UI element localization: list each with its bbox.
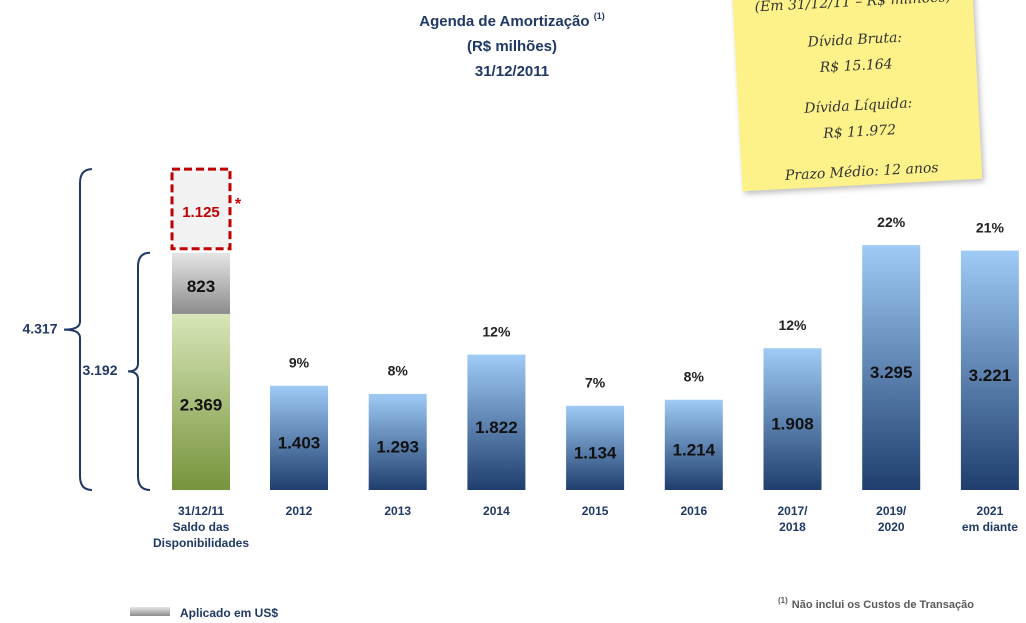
value-label: 1.214	[673, 440, 716, 459]
pct-label: 9%	[289, 354, 310, 370]
pct-label: 8%	[388, 363, 409, 379]
value-label: 2.369	[180, 395, 223, 414]
value-label: 823	[187, 277, 215, 296]
legend-swatch	[130, 607, 170, 616]
footnote: (1) Não inclui os Custos de Transação	[778, 596, 974, 611]
sticky-note: (Em 31/12/11 – R$ milhões)Dívida Bruta:R…	[732, 0, 982, 191]
footnote-marker: (1)	[778, 596, 788, 605]
chart-subtitle: (R$ milhões)	[467, 38, 557, 55]
bracket-label: 3.192	[82, 362, 117, 378]
value-label: 3.221	[969, 366, 1012, 385]
note-paper	[732, 0, 982, 191]
chart-title: Agenda de Amortização (1)	[419, 11, 604, 30]
x-tick-label: 2019/2020	[876, 504, 907, 534]
pct-label: 12%	[778, 317, 807, 333]
chart-date: 31/12/2011	[475, 63, 549, 80]
value-label: 3.295	[870, 363, 913, 382]
x-tick-label: 2016	[680, 504, 707, 518]
x-tick-label: 2015	[582, 504, 609, 518]
pct-label: 21%	[976, 219, 1005, 235]
footnote-text: Não inclui os Custos de Transação	[792, 599, 974, 611]
title-text: Agenda de Amortização	[419, 13, 589, 30]
legend-label: Aplicado em US$	[180, 606, 278, 620]
x-tick-label: 2012	[286, 504, 313, 518]
pct-label: 12%	[482, 323, 511, 339]
value-label: 1.134	[574, 443, 617, 462]
value-label: 1.908	[771, 415, 814, 434]
x-tick-label: 2013	[384, 504, 411, 518]
value-label: 1.403	[278, 433, 321, 452]
standby-label: 1.125	[182, 204, 220, 221]
standby-marker: *	[235, 196, 242, 213]
pct-label: 8%	[684, 368, 705, 384]
pct-label: 7%	[585, 374, 606, 390]
x-tick-label: 2014	[483, 504, 510, 518]
value-label: 1.822	[475, 418, 518, 437]
bracket	[128, 253, 150, 490]
bracket-label: 4.317	[22, 320, 57, 336]
value-label: 1.293	[376, 437, 419, 456]
title-note: (1)	[594, 11, 605, 21]
pct-label: 22%	[877, 214, 906, 230]
chart: (Em 31/12/11 – R$ milhões)Dívida Bruta:R…	[0, 0, 1026, 623]
x-tick-label: 2017/2018	[777, 504, 808, 534]
bracket	[64, 169, 92, 490]
